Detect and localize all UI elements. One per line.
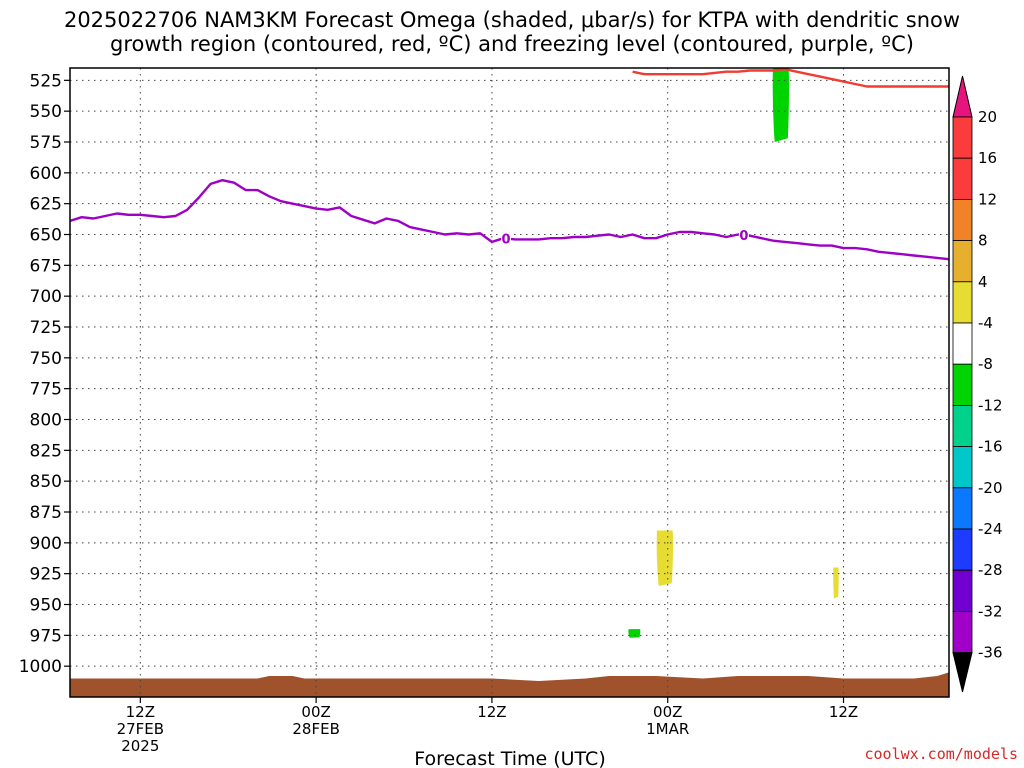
y-tick-label: 600 xyxy=(30,164,62,184)
colorbar-segment xyxy=(952,569,973,612)
y-tick-label: 775 xyxy=(30,380,62,400)
colorbar-segment xyxy=(952,528,973,571)
plot-background xyxy=(70,68,949,697)
shaded-regions-layer xyxy=(628,68,839,638)
colorbar-segment xyxy=(952,404,973,447)
y-tick-label: 975 xyxy=(30,626,62,646)
x-tick-label: 00Z xyxy=(301,703,330,721)
colorbar-segment xyxy=(952,446,973,489)
colorbar-tick-label: 16 xyxy=(978,149,997,167)
y-tick-label: 725 xyxy=(30,318,62,338)
shaded-region-4 xyxy=(628,629,641,638)
shaded-region-2 xyxy=(656,530,673,586)
y-tick-label: 750 xyxy=(30,349,62,369)
colorbar-segment xyxy=(952,281,973,324)
x-tick-label: 12Z xyxy=(126,703,155,721)
x-tick-label: 28FEB xyxy=(292,720,339,738)
y-tick-label: 900 xyxy=(30,534,62,554)
colorbar-segment xyxy=(952,240,973,283)
colorbar-tick-label: -12 xyxy=(978,396,1003,414)
colorbar-tick-label: -16 xyxy=(978,438,1003,456)
colorbar-segment xyxy=(952,611,973,654)
y-tick-label: 625 xyxy=(30,195,62,215)
plot-frame xyxy=(69,67,950,698)
shaded-region-3 xyxy=(833,567,839,599)
y-tick-label: 875 xyxy=(30,503,62,523)
colorbar-tick-label: -4 xyxy=(978,314,993,332)
colorbar-tick-label: 8 xyxy=(978,232,988,250)
y-tick-label: 525 xyxy=(30,71,62,91)
colorbar-tick-label: 4 xyxy=(978,273,988,291)
colorbar-tick-label: -36 xyxy=(978,644,1003,662)
y-tick-label: 925 xyxy=(30,565,62,585)
colorbar-segment xyxy=(952,198,973,241)
colorbar-over-arrow xyxy=(952,75,973,118)
colorbar-tick-label: -28 xyxy=(978,561,1003,579)
x-tick-label: 00Z xyxy=(653,703,682,721)
colorbar-segment xyxy=(952,363,973,406)
colorbar-tick-label: -32 xyxy=(978,602,1003,620)
chart-title-line1: 2025022706 NAM3KM Forecast Omega (shaded… xyxy=(64,8,960,32)
dgz-top-boundary-contour xyxy=(632,67,949,88)
shaded-region-1 xyxy=(772,68,790,142)
y-tick-label: 550 xyxy=(30,102,62,122)
y-tick-label: 950 xyxy=(30,596,62,616)
colorbar-tick-label: 12 xyxy=(978,190,997,208)
y-axis: 525 550 575 600 625 650 675 700 725 750 775 800 825 8… xyxy=(19,71,70,677)
colorbar: 20 16 12 8 4 -4 -8 -12 -16 -20 -24 -28 -32 -36 xyxy=(952,75,1003,693)
terrain-fill xyxy=(70,672,949,697)
x-tick-label: 27FEB xyxy=(117,720,164,738)
colorbar-tick-label: -24 xyxy=(978,520,1003,538)
y-tick-label: 575 xyxy=(30,133,62,153)
colorbar-segment xyxy=(952,157,973,200)
y-tick-label: 650 xyxy=(30,226,62,246)
colorbar-under-arrow xyxy=(952,652,973,693)
x-tick-label: 12Z xyxy=(477,703,506,721)
y-tick-label: 675 xyxy=(30,256,62,276)
chart-title-line2: growth region (contoured, red, ºC) and f… xyxy=(110,32,914,56)
terrain-layer xyxy=(70,672,949,697)
x-tick-label: 12Z xyxy=(829,703,858,721)
colorbar-segment xyxy=(952,487,973,530)
contour-label: 0 xyxy=(739,229,748,244)
y-tick-label: 700 xyxy=(30,287,62,307)
y-tick-label: 1000 xyxy=(19,657,62,677)
colorbar-segment xyxy=(952,116,973,159)
colorbar-segment xyxy=(952,322,973,365)
y-tick-label: 800 xyxy=(30,411,62,431)
colorbar-tick-label: 20 xyxy=(978,108,997,126)
colorbar-tick-label: -20 xyxy=(978,479,1003,497)
contour-label-bg xyxy=(738,228,749,243)
colorbar-tick-label: -8 xyxy=(978,355,993,373)
credit-label: coolwx.com/models xyxy=(864,745,1018,763)
contour-label-bg xyxy=(500,231,511,246)
grid-lines xyxy=(70,68,949,697)
contour-label: 0 xyxy=(501,232,510,247)
y-tick-label: 850 xyxy=(30,472,62,492)
x-axis-label: Forecast Time (UTC) xyxy=(414,748,605,768)
x-tick-label: 2025 xyxy=(121,737,159,755)
x-tick-label: 1MAR xyxy=(646,720,689,738)
y-tick-label: 825 xyxy=(30,441,62,461)
